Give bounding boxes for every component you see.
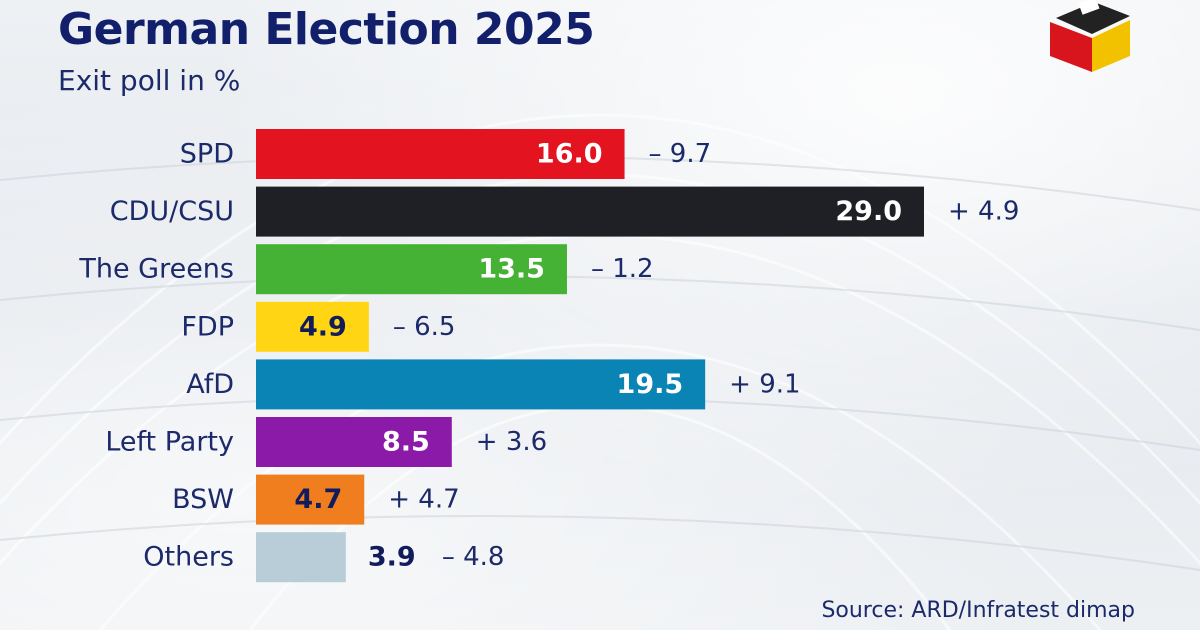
category-label: The Greens [78, 254, 234, 285]
chart-title: German Election 2025 [58, 4, 595, 55]
bar [256, 244, 567, 295]
change-label: + 9.1 [729, 369, 800, 399]
bar [256, 301, 369, 352]
chart-subtitle: Exit poll in % [58, 64, 241, 97]
change-label: + 3.6 [476, 427, 547, 457]
bar [256, 359, 706, 410]
ballot-box-logo-icon [1050, 0, 1130, 72]
category-label: AfD [186, 369, 234, 400]
data-label: 3.9 [368, 542, 416, 573]
change-label: + 4.9 [948, 197, 1019, 227]
bar [256, 532, 346, 583]
bar [256, 186, 924, 237]
category-label: CDU/CSU [110, 196, 234, 227]
data-label: 8.5 [382, 427, 430, 458]
change-label: + 4.7 [388, 485, 459, 515]
bar [256, 129, 625, 179]
data-label: 16.0 [536, 139, 603, 170]
category-label: SPD [180, 139, 234, 170]
change-label: – 4.8 [442, 542, 505, 572]
source-note: Source: ARD/Infratest dimap [821, 598, 1135, 623]
data-label: 29.0 [835, 196, 902, 227]
category-label: Left Party [105, 427, 234, 458]
change-label: – 6.5 [393, 312, 456, 342]
change-label: – 1.2 [591, 254, 654, 284]
data-label: 4.9 [299, 311, 347, 342]
category-label: BSW [172, 484, 234, 515]
data-label: 13.5 [478, 254, 545, 285]
category-label: Others [143, 542, 234, 573]
bar [256, 474, 365, 525]
data-label: 4.7 [294, 484, 342, 515]
category-label: FDP [181, 311, 234, 342]
data-label: 19.5 [617, 369, 684, 400]
change-label: – 9.7 [649, 139, 712, 169]
bar [256, 417, 452, 467]
